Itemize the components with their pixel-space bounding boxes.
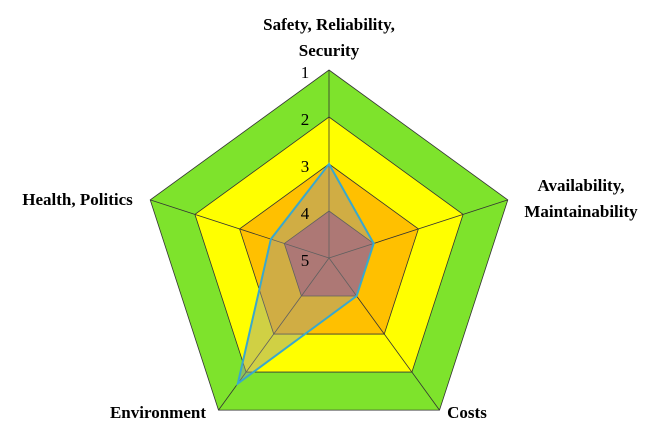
category-label: Health, Politics: [22, 190, 133, 209]
spoke: [328, 199, 508, 259]
spoke: [150, 199, 330, 259]
r-tick-label: 3: [301, 157, 310, 176]
category-label: Costs: [447, 403, 487, 421]
category-label: Safety, Reliability, Security: [263, 15, 395, 60]
r-tick-label: 2: [301, 110, 310, 129]
data-area: [236, 162, 375, 386]
r-tick-label: 1: [301, 63, 310, 82]
spoke: [328, 257, 440, 411]
category-label: Availability, Maintainability: [524, 176, 638, 221]
r-tick-label: 5: [301, 251, 310, 270]
category-label: Environment: [109, 403, 207, 421]
r-tick-label: 4: [301, 204, 310, 223]
